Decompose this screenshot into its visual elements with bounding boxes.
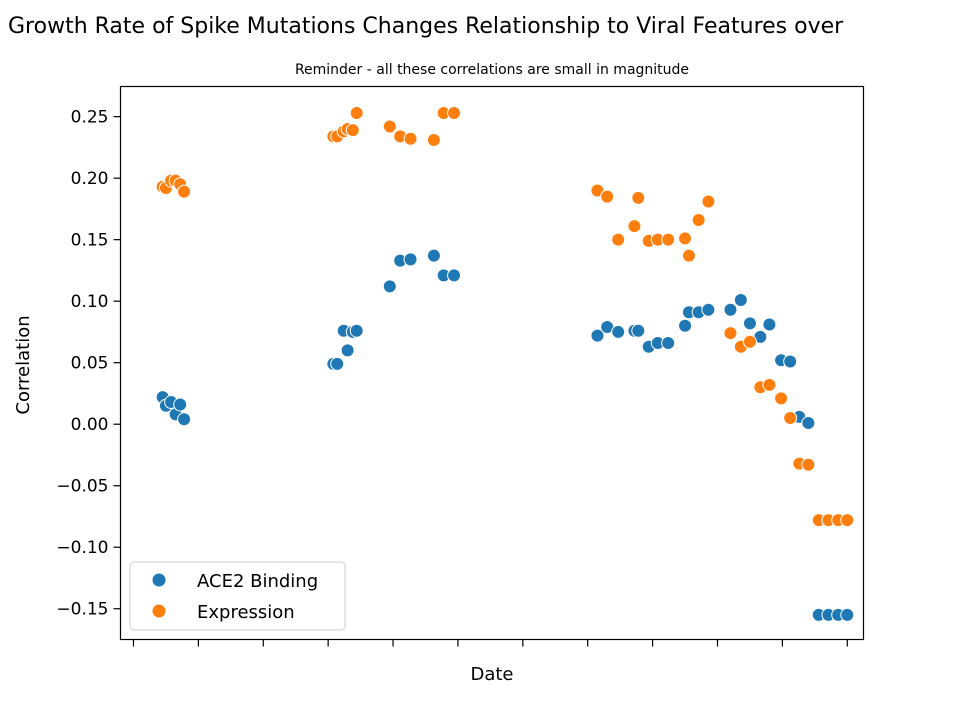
data-point-ace2-binding <box>733 292 748 307</box>
data-point-expression <box>774 391 789 406</box>
data-point-ace2-binding <box>447 268 462 283</box>
y-axis-ticks: −0.15 −0.10 −0.05 0.00 0.05 0.10 0.15 0.20 0.25 <box>56 108 121 620</box>
legend-marker-ace2-binding <box>151 572 167 588</box>
legend-marker-expression <box>151 603 167 619</box>
data-point-expression <box>691 212 706 227</box>
data-point-ace2-binding <box>340 343 355 358</box>
data-point-expression <box>177 184 192 199</box>
data-point-ace2-binding <box>173 397 188 412</box>
data-point-ace2-binding <box>742 316 757 331</box>
data-point-expression <box>762 377 777 392</box>
data-point-ace2-binding <box>678 318 693 333</box>
data-point-expression <box>701 194 716 209</box>
data-point-ace2-binding <box>762 317 777 332</box>
data-point-ace2-binding <box>177 412 192 427</box>
data-point-ace2-binding <box>349 323 364 338</box>
chart-subtitle: Reminder - all these correlations are sm… <box>295 62 689 78</box>
data-point-expression <box>600 189 615 204</box>
data-points <box>155 105 855 622</box>
data-point-expression <box>783 411 798 426</box>
data-point-expression <box>678 231 693 246</box>
y-tick-label: 0.15 <box>71 231 109 251</box>
data-point-ace2-binding <box>783 354 798 369</box>
y-tick-label: 0.05 <box>71 354 109 374</box>
data-point-ace2-binding <box>701 302 716 317</box>
y-tick-label: 0.25 <box>71 108 109 128</box>
data-point-ace2-binding <box>403 252 418 267</box>
data-point-ace2-binding <box>801 415 816 430</box>
x-axis-label: Date <box>470 664 513 685</box>
y-tick-label: −0.05 <box>56 477 108 497</box>
legend-label-expression: Expression <box>197 602 295 623</box>
data-point-ace2-binding <box>590 328 605 343</box>
legend: ACE2 Binding Expression <box>129 561 346 631</box>
data-point-expression <box>349 105 364 120</box>
data-point-ace2-binding <box>330 356 345 371</box>
data-point-expression <box>403 131 418 146</box>
data-point-ace2-binding <box>631 323 646 338</box>
data-point-expression <box>681 248 696 263</box>
data-point-ace2-binding <box>723 302 738 317</box>
data-point-ace2-binding <box>426 248 441 263</box>
data-point-expression <box>723 326 738 341</box>
data-point-expression <box>661 232 676 247</box>
legend-label-ace2-binding: ACE2 Binding <box>197 571 318 592</box>
data-point-expression <box>426 133 441 148</box>
data-point-expression <box>345 123 360 138</box>
data-point-ace2-binding <box>840 607 855 622</box>
y-tick-label: −0.15 <box>56 600 108 620</box>
data-point-expression <box>631 190 646 205</box>
chart-title: Growth Rate of Spike Mutations Changes R… <box>8 14 844 39</box>
y-axis-label: Correlation <box>13 315 34 414</box>
y-tick-label: 0.20 <box>71 169 109 189</box>
data-point-expression <box>627 219 642 234</box>
data-point-ace2-binding <box>611 324 626 339</box>
data-point-ace2-binding <box>382 279 397 294</box>
data-point-expression <box>447 105 462 120</box>
y-tick-label: 0.10 <box>71 292 109 312</box>
data-point-expression <box>382 119 397 134</box>
data-point-expression <box>840 513 855 528</box>
data-point-ace2-binding <box>661 336 676 351</box>
data-point-expression <box>801 457 816 472</box>
y-tick-label: −0.10 <box>56 538 108 558</box>
x-axis-ticks <box>132 639 848 647</box>
y-tick-label: 0.00 <box>71 415 109 435</box>
legend-box <box>129 561 346 631</box>
data-point-expression <box>742 334 757 349</box>
data-point-expression <box>611 232 626 247</box>
